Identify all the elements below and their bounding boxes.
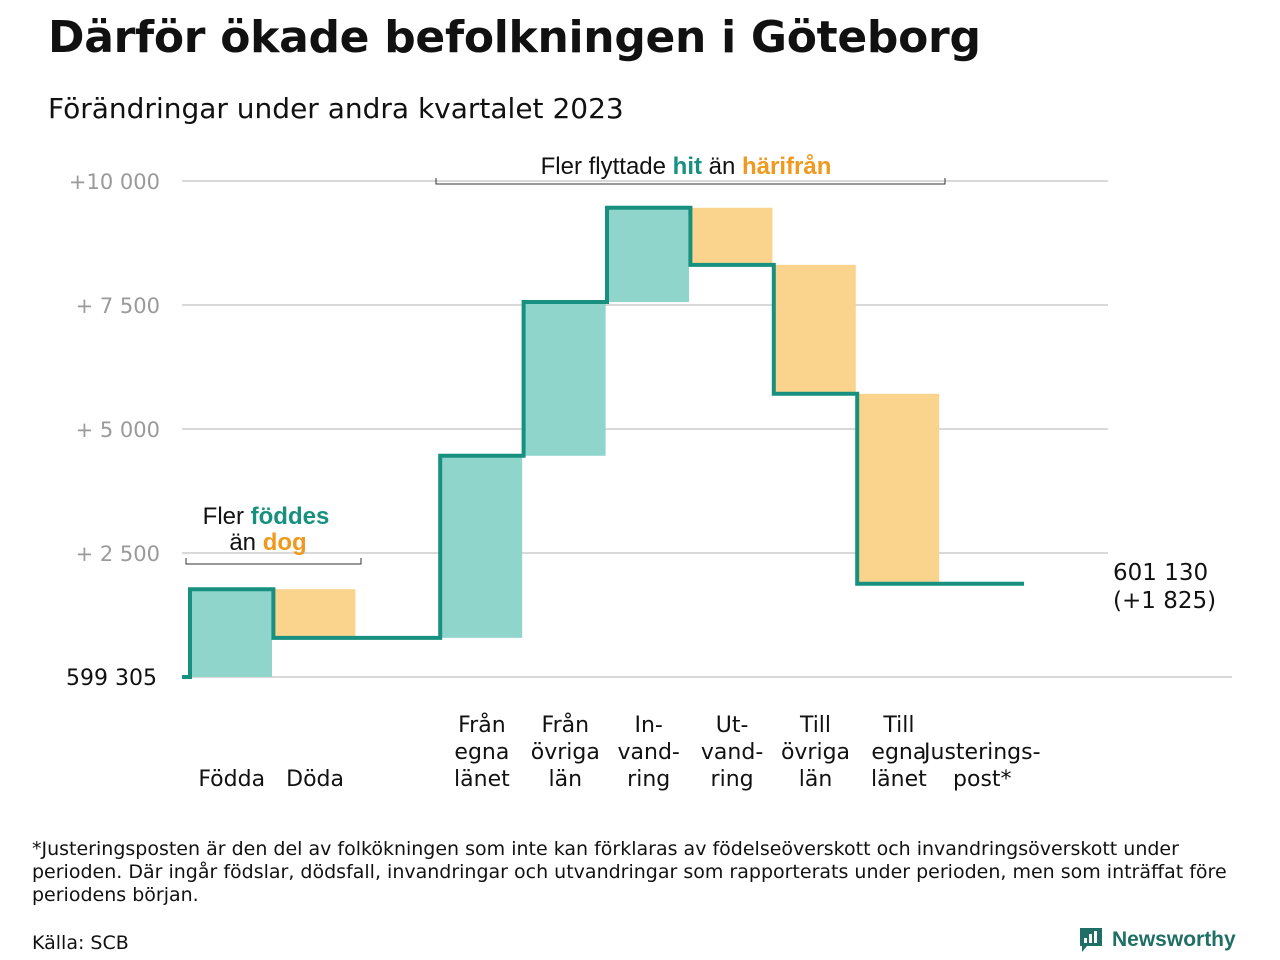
category-label: län bbox=[549, 767, 583, 792]
step-line bbox=[182, 205, 1024, 679]
category-label: ring bbox=[711, 767, 754, 792]
end-change-label: (+1 825) bbox=[1113, 588, 1216, 614]
waterfall-bar bbox=[441, 455, 523, 638]
y-tick-label: + 5 000 bbox=[76, 418, 160, 442]
y-tick-label: +10 000 bbox=[69, 170, 160, 194]
brand: Newsworthy bbox=[1078, 926, 1236, 954]
waterfall-bar bbox=[608, 207, 689, 303]
category-label: övriga bbox=[781, 740, 850, 765]
footnote: *Justeringsposten är den del av folkökni… bbox=[32, 838, 1227, 906]
category-label: egna bbox=[871, 740, 926, 765]
brand-name: Newsworthy bbox=[1112, 928, 1236, 951]
source-label: Källa: SCB bbox=[32, 932, 129, 954]
annotation-moves: Fler flyttade hit än härifrån bbox=[435, 153, 946, 185]
annotation-moves-bracket bbox=[435, 178, 946, 185]
y-tick-label: + 7 500 bbox=[76, 294, 160, 318]
grid-lines bbox=[182, 180, 1232, 678]
category-label: Justerings- bbox=[922, 740, 1041, 765]
category-label: post* bbox=[953, 767, 1012, 792]
category-label: övriga bbox=[531, 740, 600, 765]
bars bbox=[191, 207, 940, 677]
waterfall-bar bbox=[775, 264, 856, 394]
category-label: Till bbox=[882, 713, 914, 738]
annotation-moves-text: Fler flyttade hit än härifrån bbox=[541, 153, 832, 180]
category-label: länet bbox=[871, 767, 927, 792]
annotation-births-bracket bbox=[185, 558, 362, 565]
category-label: ring bbox=[627, 767, 670, 792]
annotation-births-line1: Fler föddes bbox=[203, 503, 330, 530]
chart-title: Därför ökade befolkningen i Göteborg bbox=[48, 12, 981, 63]
category-label: Till bbox=[799, 713, 831, 738]
waterfall-bar bbox=[191, 589, 272, 677]
labels: + 2 500 + 5 000 + 7 500 +10 000 599 305 Födda… bbox=[66, 170, 1216, 792]
y-base-label: 599 305 bbox=[66, 666, 157, 691]
category-label: länet bbox=[454, 767, 510, 792]
category-label: län bbox=[799, 767, 833, 792]
step-line-layer bbox=[182, 205, 1024, 679]
waterfall-bar bbox=[525, 302, 606, 456]
annotation-births: Fler föddes än dog bbox=[185, 503, 362, 565]
category-label: Från bbox=[542, 712, 590, 738]
end-value-label: 601 130 bbox=[1113, 560, 1208, 586]
category-label: Från bbox=[458, 712, 506, 738]
chart-subtitle: Förändringar under andra kvartalet 2023 bbox=[48, 92, 624, 125]
category-label: Ut- bbox=[716, 713, 749, 738]
waterfall-bar bbox=[274, 589, 356, 638]
annotation-births-line2: än dog bbox=[229, 529, 306, 556]
category-label: In- bbox=[635, 713, 663, 738]
waterfall-bar bbox=[691, 207, 773, 265]
newsworthy-logo-icon bbox=[1080, 928, 1102, 952]
category-label: Döda bbox=[286, 767, 344, 792]
waterfall-bar bbox=[858, 393, 940, 584]
y-tick-label: + 2 500 bbox=[76, 542, 160, 566]
category-label: egna bbox=[454, 740, 509, 765]
category-label: vand- bbox=[618, 740, 680, 765]
waterfall-chart: + 2 500 + 5 000 + 7 500 +10 000 599 305 Födda… bbox=[66, 153, 1232, 792]
category-label: vand- bbox=[701, 740, 763, 765]
category-label: Födda bbox=[198, 767, 265, 792]
